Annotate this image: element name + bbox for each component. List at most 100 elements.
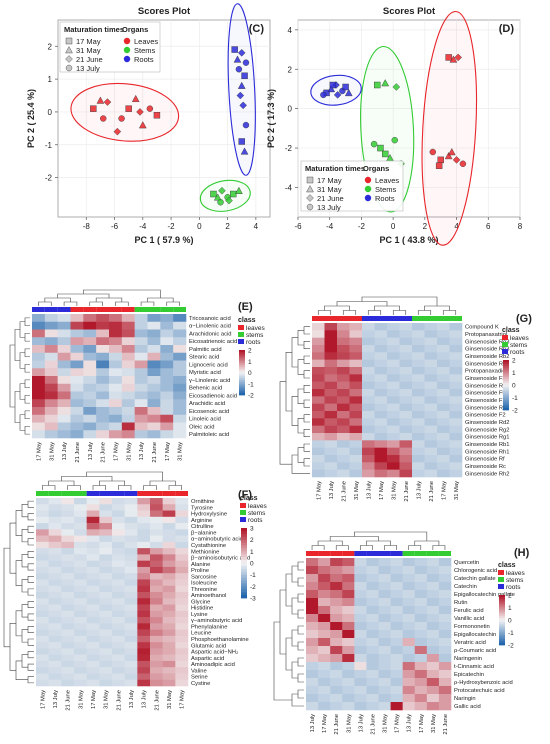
heatmap-cell <box>399 330 413 338</box>
heatmap-cell <box>162 667 176 674</box>
heatmap-cell <box>74 560 87 568</box>
heatmap-cell <box>387 462 400 470</box>
heatmap-cell <box>86 560 100 568</box>
heatmap-cell <box>424 323 438 331</box>
heatmap-cell <box>112 566 125 574</box>
data-point <box>100 115 107 122</box>
heatmap-cell <box>387 418 400 426</box>
row-label: Ginsenoside Ro <box>465 361 506 367</box>
heatmap-cell <box>349 337 363 346</box>
legend-swatch <box>364 185 372 193</box>
color-scale-label: 2 <box>508 593 512 600</box>
heatmap-cell <box>324 425 338 434</box>
heatmap-cell <box>57 414 71 423</box>
heatmap-cell <box>414 630 428 639</box>
color-scale-segment <box>239 385 245 388</box>
heatmap-cell <box>99 548 113 555</box>
heatmap-cell <box>390 670 403 679</box>
row-dendrogram <box>27 651 34 659</box>
row-dendrogram <box>285 573 292 607</box>
color-scale-segment <box>241 592 247 596</box>
heatmap-cell <box>147 407 161 416</box>
heatmap-cell <box>399 337 413 346</box>
column-dendrogram <box>311 545 325 550</box>
class-bar-cell <box>112 491 125 496</box>
heatmap-cell <box>61 617 75 624</box>
heatmap-cell <box>324 367 338 375</box>
row-dendrogram <box>19 383 25 400</box>
heatmap-cell <box>109 314 123 323</box>
heatmap-cell <box>399 462 413 470</box>
class-bar-cell <box>449 316 462 321</box>
heatmap-cell <box>121 360 135 369</box>
heatmap-cell <box>150 504 163 511</box>
color-scale-segment <box>503 368 509 371</box>
heatmap-cell <box>48 573 62 580</box>
heatmap-cell <box>424 403 438 412</box>
column-dendrogram <box>384 545 397 550</box>
heatmap-cell <box>402 614 416 623</box>
heatmap-cell <box>330 662 343 671</box>
heatmap-cell <box>438 614 452 623</box>
heatmap-cell <box>412 359 425 368</box>
heatmap-cell <box>378 566 391 575</box>
heatmap-cell <box>86 535 100 543</box>
heatmap-cell <box>362 345 375 353</box>
heatmap-cell <box>162 523 176 530</box>
data-point <box>429 148 436 156</box>
heatmap-cell <box>337 330 350 338</box>
column-dendrogram <box>83 289 161 298</box>
heatmap-cell <box>48 516 62 524</box>
heatmap-cell <box>390 630 403 639</box>
heatmap-cell <box>160 399 174 408</box>
heatmap-cell <box>57 352 71 361</box>
heatmap-cell <box>36 548 49 555</box>
x-axis-label: PC 1 ( 43.8 %) <box>379 235 438 245</box>
heatmap-cell <box>342 630 355 639</box>
legend-title: Maturation times <box>305 164 365 173</box>
column-label: 17 May <box>180 690 186 709</box>
heatmap-cell <box>378 590 391 599</box>
row-dendrogram <box>297 418 304 434</box>
heatmap-cell <box>330 630 343 639</box>
row-label: Glycine <box>191 599 210 605</box>
heatmap-cell <box>399 425 413 434</box>
heatmap-cell <box>337 396 350 404</box>
row-label: Cystathionine <box>191 543 226 549</box>
row-label: Ginsenoside Re <box>465 383 506 389</box>
class-bar-cell <box>70 307 84 312</box>
data-point <box>225 196 233 205</box>
legend-entry: 17 May <box>76 37 101 46</box>
heatmap-cell <box>318 606 331 615</box>
heatmap-cell <box>337 345 350 353</box>
row-dendrogram <box>297 388 304 404</box>
column-dendrogram <box>392 310 407 315</box>
row-dendrogram <box>27 513 34 521</box>
heatmap-cell <box>150 654 163 662</box>
class-bar-cell <box>387 316 400 321</box>
heatmap-cell <box>74 654 87 662</box>
heatmap-cell <box>399 455 413 463</box>
color-scale-segment <box>499 624 505 627</box>
heatmap-cell <box>390 606 403 615</box>
heatmap-cell <box>378 678 391 687</box>
heatmap-cell <box>124 604 138 612</box>
heatmap-cell <box>112 560 125 568</box>
heatmap-cell <box>61 667 75 674</box>
heatmap-cell <box>86 660 100 668</box>
heatmap-cell <box>99 598 113 605</box>
color-scale-segment <box>239 365 245 368</box>
row-label: Arachidonic acid <box>189 331 232 337</box>
heatmap-cell <box>426 694 440 703</box>
row-label: γ−aminobutyric acid <box>191 618 242 624</box>
color-scale-label: 2 <box>250 537 254 544</box>
heatmap-cell <box>449 381 463 390</box>
heatmap-cell <box>162 623 176 630</box>
row-dendrogram <box>285 637 292 671</box>
heatmap-cell <box>438 662 452 671</box>
data-point <box>329 81 337 89</box>
heatmap-cell <box>160 329 174 338</box>
heatmap-cell <box>137 604 151 612</box>
heatmap-cell <box>61 642 75 649</box>
row-label: Ginsenoside Rg2 <box>465 427 509 433</box>
